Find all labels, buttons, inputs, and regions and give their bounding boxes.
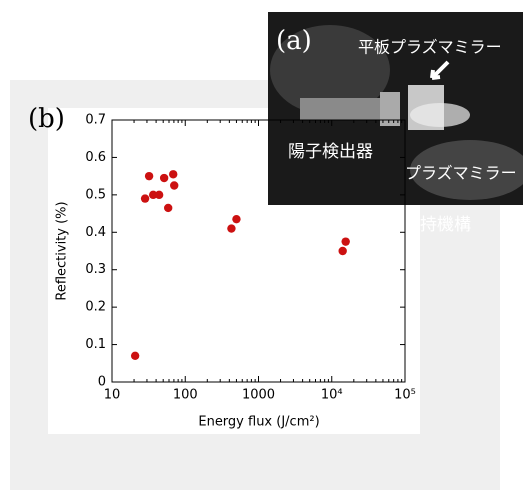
point: [159, 173, 169, 183]
y-tick-label: 0.7: [85, 113, 106, 128]
point: [227, 224, 236, 233]
point: [163, 203, 173, 213]
photo-shape: [300, 98, 390, 120]
point: [169, 170, 178, 179]
arrow: [430, 60, 450, 80]
y-tick-label: 0.4: [85, 225, 106, 240]
x-axis-label: Energy flux (J/cm²): [198, 415, 319, 430]
y-axis-label: Reflectivity (%): [55, 201, 70, 300]
y-tick-label: 0.3: [85, 262, 106, 277]
annotation: 陽子検出器: [288, 142, 373, 162]
point: [140, 194, 150, 203]
photo-shape: [410, 140, 523, 200]
x-tick-label: 10⁵: [394, 388, 416, 403]
point: [170, 181, 179, 190]
photo-shape: [270, 25, 390, 115]
photo-shape: [410, 103, 470, 127]
point: [232, 214, 241, 224]
point: [148, 190, 158, 200]
y-tick-label: 0.5: [85, 187, 106, 202]
annotation: 平板プラズマミラー: [358, 38, 502, 57]
point: [338, 246, 347, 256]
y-tick-label: 0: [98, 375, 106, 390]
y-tick-label: 0.2: [85, 300, 106, 315]
y-tick-label: 0.6: [85, 150, 106, 165]
x-tick-label: 100: [173, 388, 198, 403]
x-tick-label: 10⁴: [321, 388, 343, 403]
point: [154, 190, 164, 200]
y-tick-label: 0.1: [85, 337, 106, 352]
annotation: 持機構: [420, 215, 471, 235]
panel-label: (b): [28, 104, 65, 134]
x-tick-label: 10: [104, 388, 121, 403]
panel-label: (a): [276, 26, 312, 56]
point: [341, 237, 350, 246]
photo: (a) 平板プラズマミラー 陽子検出器 プラズマミラー: [268, 12, 523, 205]
x-tick-label: 1000: [242, 388, 275, 403]
point: [130, 351, 140, 360]
photo-shape: [380, 92, 400, 126]
point: [144, 171, 154, 181]
annotation: プラズマミラー: [405, 164, 517, 183]
